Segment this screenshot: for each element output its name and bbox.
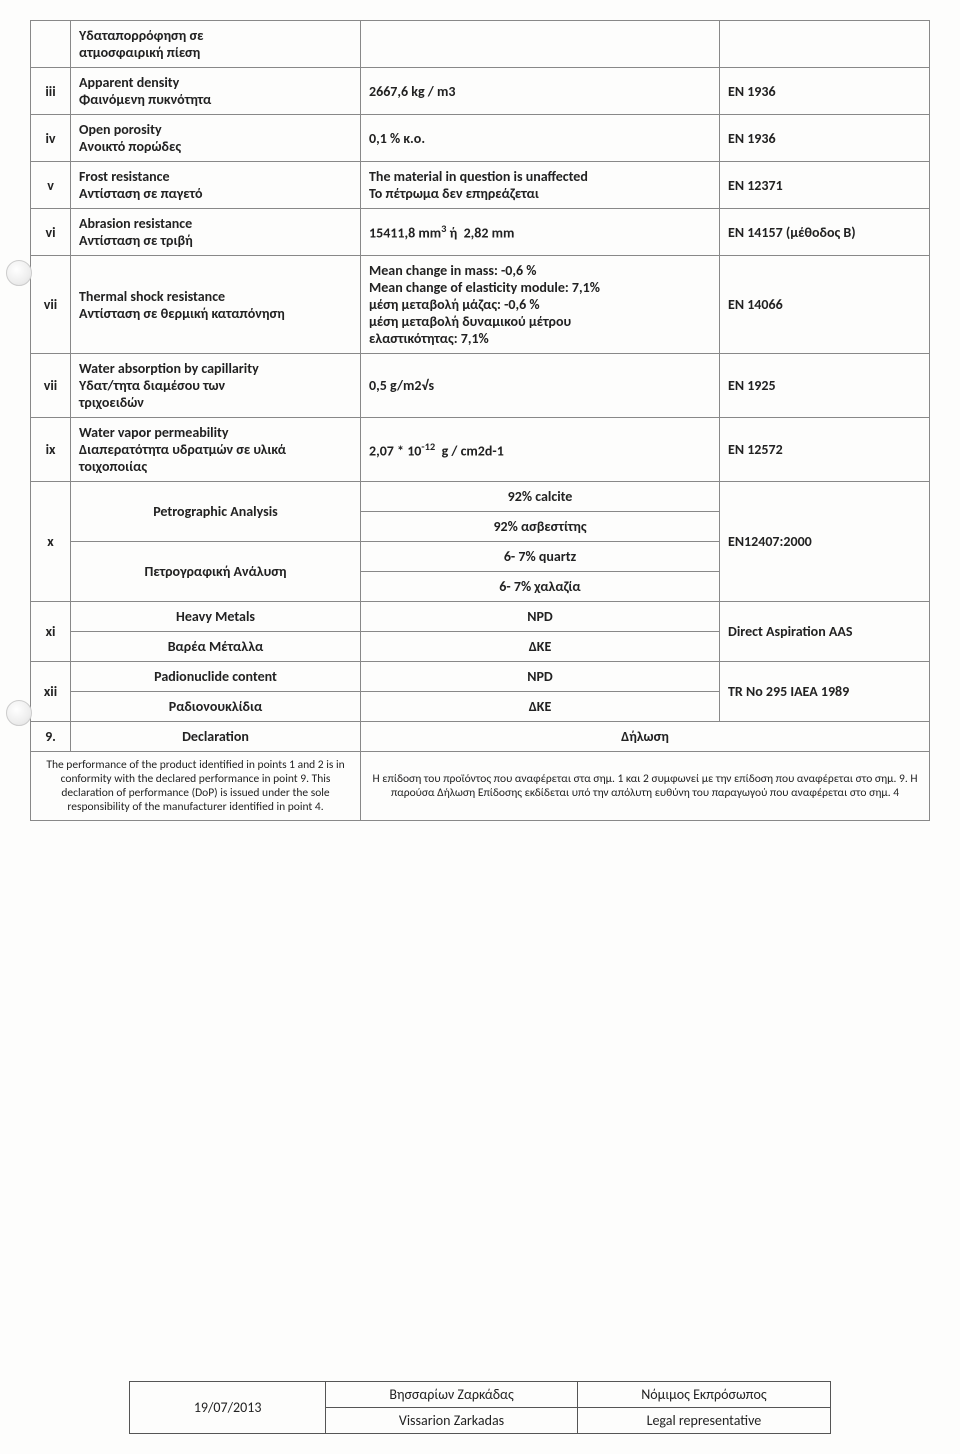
row-value: 92% calcite xyxy=(361,482,720,512)
sig-date: 19/07/2013 xyxy=(130,1382,326,1434)
row-value: The material in question is unaffected Τ… xyxy=(361,162,720,209)
table-row: vi Abrasion resistance Αντίσταση σε τριβ… xyxy=(31,209,930,256)
row-value: 0,5 g/m2√s xyxy=(361,354,720,418)
section-header: 9. Declaration Δήλωση xyxy=(31,722,930,752)
sig-role-el: Νόμιμος Εκπρόσωπος xyxy=(577,1382,830,1408)
row-standard: EN 1925 xyxy=(720,354,930,418)
punch-hole xyxy=(6,260,32,286)
row-standard: EN 14157 (μέθοδος B) xyxy=(720,209,930,256)
table-row: x Petrographic Analysis 92% calcite EN12… xyxy=(31,482,930,512)
row-prop: Water vapor permeability Διαπερατότητα υ… xyxy=(71,418,361,482)
row-index: vii xyxy=(31,354,71,418)
row-value: 0,1 % κ.ο. xyxy=(361,115,720,162)
row-prop: Frost resistance Αντίσταση σε παγετό xyxy=(71,162,361,209)
section-number: 9. xyxy=(31,722,71,752)
row-index: xi xyxy=(31,602,71,662)
spec-table: Υδαταπορρόφηση σε ατμοσφαιρική πίεση iii… xyxy=(30,20,930,821)
row-value: 92% ασβεστίτης xyxy=(361,512,720,542)
section-title-en: Declaration xyxy=(71,722,361,752)
row-index: vi xyxy=(31,209,71,256)
section-title-el: Δήλωση xyxy=(361,722,930,752)
declaration-el: Η επίδοση του προϊόντος που αναφέρεται σ… xyxy=(361,752,930,821)
row-value: ΔΚΕ xyxy=(361,632,720,662)
row-prop: Apparent density Φαινόμενη πυκνότητα xyxy=(71,68,361,115)
row-standard xyxy=(720,21,930,68)
row-prop: Petrographic Analysis xyxy=(71,482,361,542)
row-value: NPD xyxy=(361,662,720,692)
row-prop: Βαρέα Μέταλλα xyxy=(71,632,361,662)
table-row: v Frost resistance Αντίσταση σε παγετό T… xyxy=(31,162,930,209)
row-prop: Abrasion resistance Αντίσταση σε τριβή xyxy=(71,209,361,256)
row-value: NPD xyxy=(361,602,720,632)
row-prop: Open porosity Ανοικτό πορώδες xyxy=(71,115,361,162)
row-index: xii xyxy=(31,662,71,722)
row-value: 2667,6 kg / m3 xyxy=(361,68,720,115)
table-row: vii Water absorption by capillarity Υδατ… xyxy=(31,354,930,418)
table-row: iv Open porosity Ανοικτό πορώδες 0,1 % κ… xyxy=(31,115,930,162)
row-prop: Padionuclide content xyxy=(71,662,361,692)
row-prop: Thermal shock resistance Αντίσταση σε θε… xyxy=(71,256,361,354)
row-index: vii xyxy=(31,256,71,354)
row-prop: Ραδιονουκλίδια xyxy=(71,692,361,722)
row-standard: EN 12371 xyxy=(720,162,930,209)
table-row: xii Padionuclide content NPD TR No 295 I… xyxy=(31,662,930,692)
row-index: v xyxy=(31,162,71,209)
declaration-row: The performance of the product identifie… xyxy=(31,752,930,821)
row-index xyxy=(31,21,71,68)
row-prop: Water absorption by capillarity Υδατ/τητ… xyxy=(71,354,361,418)
table-row: xi Heavy Metals NPD Direct Aspiration AA… xyxy=(31,602,930,632)
table-row: iii Apparent density Φαινόμενη πυκνότητα… xyxy=(31,68,930,115)
row-value: 2,07 * 10-12 g / cm2d-1 xyxy=(361,418,720,482)
row-standard: EN 1936 xyxy=(720,68,930,115)
row-value: 6- 7% quartz xyxy=(361,542,720,572)
row-standard: EN 1936 xyxy=(720,115,930,162)
sig-name-en: Vissarion Zarkadas xyxy=(326,1408,578,1434)
sig-name-el: Βησσαρίων Ζαρκάδας xyxy=(326,1382,578,1408)
row-index: iv xyxy=(31,115,71,162)
row-index: ix xyxy=(31,418,71,482)
row-standard: EN 14066 xyxy=(720,256,930,354)
row-standard: Direct Aspiration AAS xyxy=(720,602,930,662)
row-value: Mean change in mass: -0,6 % Mean change … xyxy=(361,256,720,354)
row-index: x xyxy=(31,482,71,602)
row-value xyxy=(361,21,720,68)
row-standard: EN 12572 xyxy=(720,418,930,482)
table-row: Υδαταπορρόφηση σε ατμοσφαιρική πίεση xyxy=(31,21,930,68)
punch-hole xyxy=(6,700,32,726)
declaration-en: The performance of the product identifie… xyxy=(31,752,361,821)
row-value: ΔΚΕ xyxy=(361,692,720,722)
row-index: iii xyxy=(31,68,71,115)
signature-table: 19/07/2013 Βησσαρίων Ζαρκάδας Νόμιμος Εκ… xyxy=(129,1381,831,1434)
table-row: vii Thermal shock resistance Αντίσταση σ… xyxy=(31,256,930,354)
sig-role-en: Legal representative xyxy=(577,1408,830,1434)
row-prop: Πετρογραφική Ανάλυση xyxy=(71,542,361,602)
table-row: ix Water vapor permeability Διαπερατότητ… xyxy=(31,418,930,482)
row-prop: Υδαταπορρόφηση σε ατμοσφαιρική πίεση xyxy=(71,21,361,68)
row-value: 15411,8 mm3 ή 2,82 mm xyxy=(361,209,720,256)
row-standard: TR No 295 IAEA 1989 xyxy=(720,662,930,722)
row-prop: Heavy Metals xyxy=(71,602,361,632)
row-standard: EN12407:2000 xyxy=(720,482,930,602)
row-value: 6- 7% χαλαζία xyxy=(361,572,720,602)
